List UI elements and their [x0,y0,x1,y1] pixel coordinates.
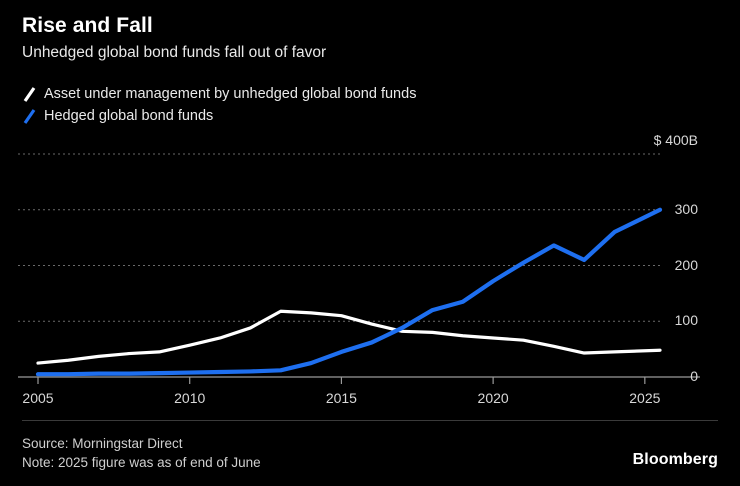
source-line: Source: Morningstar Direct [22,436,183,451]
y-axis-label: 200 [674,256,698,273]
slash-marker-icon [22,86,37,102]
legend-label-unhedged: Asset under management by unhedged globa… [44,86,417,102]
legend-item-unhedged: Asset under management by unhedged globa… [22,84,416,104]
y-axis-label: $ 400B [653,132,698,148]
page-subtitle: Unhedged global bond funds fall out of f… [22,44,327,61]
legend-label-hedged: Hedged global bond funds [44,108,214,124]
x-axis-label: 2020 [477,390,509,406]
y-axis-label: 100 [674,312,698,329]
x-axis-label: 2015 [325,390,357,406]
x-axis-label: 2025 [629,390,661,406]
chart-legend: Asset under management by unhedged globa… [22,84,416,128]
note-line: Note: 2025 figure was as of end of June [22,455,261,470]
series-line-unhedged [36,309,662,365]
bloomberg-logo: Bloomberg [632,451,718,468]
legend-item-hedged: Hedged global bond funds [22,106,416,126]
y-axis-label: 0 [690,368,698,384]
y-axis-label: 300 [674,200,698,217]
footer-divider [22,420,718,421]
page-title: Rise and Fall [22,14,153,37]
series-line-hedged [35,207,663,377]
footer-source: Source: Morningstar Direct Note: 2025 fi… [22,434,261,472]
x-axis-label: 2005 [22,390,54,406]
x-axis-label: 2010 [174,390,206,406]
slash-marker-icon [22,108,37,124]
